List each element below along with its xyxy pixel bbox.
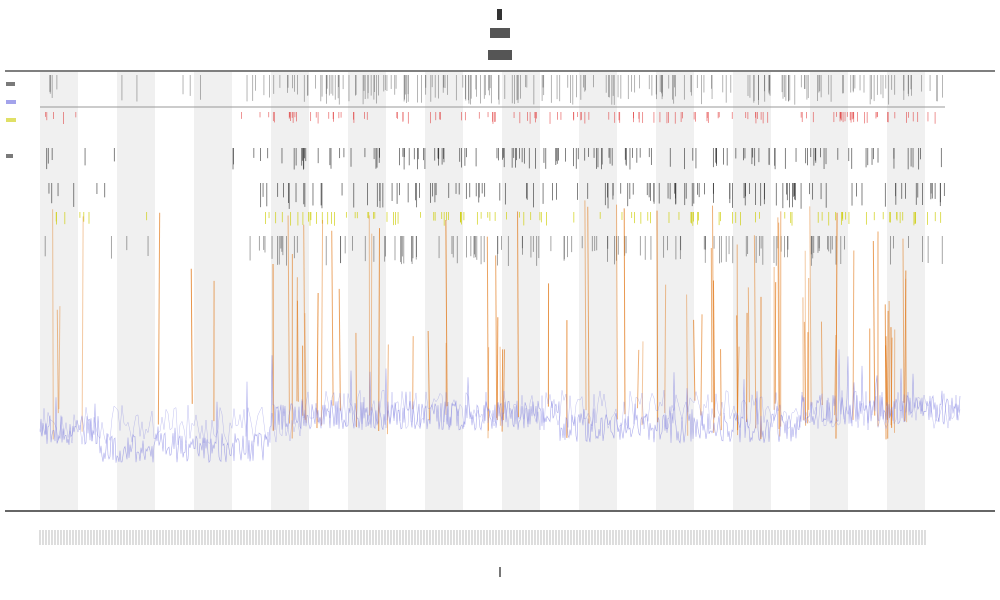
- spike-mark: [890, 337, 893, 426]
- background-band: [502, 72, 540, 510]
- spike-mark: [623, 208, 626, 415]
- spike-mark: [872, 240, 876, 416]
- background-band: [194, 72, 232, 510]
- legend-swatch: [6, 118, 16, 122]
- spike-mark: [331, 230, 334, 406]
- event-tick-rows: [44, 75, 945, 266]
- spike-mark: [427, 330, 430, 421]
- spike-mark: [656, 210, 659, 423]
- spike-mark: [835, 212, 838, 439]
- spike-mark: [904, 270, 907, 422]
- spike-mark: [890, 327, 893, 428]
- background-band: [425, 72, 463, 510]
- spike-mark: [355, 332, 357, 428]
- background-band: [348, 72, 386, 510]
- spike-mark: [774, 282, 777, 404]
- spike-mark: [710, 247, 713, 403]
- spike-mark: [664, 284, 667, 414]
- spike-mark: [495, 255, 498, 418]
- spike-mark: [852, 250, 855, 420]
- background-band: [117, 72, 155, 510]
- spike-mark: [496, 317, 499, 421]
- spike-mark: [81, 216, 84, 432]
- legend-swatch: [6, 154, 13, 158]
- spike-mark: [686, 294, 689, 436]
- subtitle-mark-1: [490, 28, 510, 38]
- legend-swatch: [6, 100, 16, 104]
- spike-mark: [338, 288, 341, 411]
- spike-mark: [296, 300, 299, 402]
- background-bands: [40, 72, 925, 510]
- spike-mark: [747, 287, 750, 403]
- spike-mark: [641, 341, 644, 426]
- title-block: [488, 9, 512, 60]
- spike-mark: [720, 349, 722, 431]
- spike-mark: [370, 233, 373, 411]
- spike-mark: [902, 238, 905, 403]
- spike-mark: [52, 209, 54, 440]
- spike-mark: [486, 236, 489, 431]
- title-mark: [497, 9, 502, 20]
- spike-mark: [58, 306, 61, 410]
- spike-mark: [445, 219, 448, 407]
- spike-mark: [412, 336, 414, 410]
- spike-mark: [287, 215, 290, 424]
- spike-mark: [777, 217, 780, 430]
- spike-mark: [190, 268, 193, 404]
- spike-mark: [700, 314, 703, 416]
- spike-mark: [737, 346, 740, 413]
- background-band: [40, 72, 78, 510]
- spike-mark: [736, 315, 739, 431]
- x-tick-labels: [39, 530, 926, 545]
- spike-mark: [712, 205, 715, 433]
- spike-mark: [809, 206, 812, 406]
- spike-mark: [56, 309, 59, 414]
- trace-line: [39, 389, 961, 445]
- spike-mark: [502, 349, 505, 421]
- spike-mark: [885, 345, 888, 406]
- spike-mark: [712, 280, 716, 418]
- x-axis-label-mark: [499, 567, 501, 577]
- legend: [6, 82, 16, 158]
- spike-mark: [616, 204, 618, 420]
- spike-mark: [693, 319, 696, 401]
- spike-mark: [378, 228, 381, 432]
- legend-swatch: [6, 82, 15, 86]
- spike-mark: [778, 222, 781, 437]
- background-band: [271, 72, 309, 510]
- subtitle-mark-2: [488, 50, 512, 60]
- spike-series: [52, 200, 908, 440]
- background-band: [579, 72, 617, 510]
- spike-mark: [304, 313, 307, 423]
- background-band: [733, 72, 771, 510]
- spike-mark: [820, 321, 823, 405]
- trace-series: [39, 349, 961, 464]
- spike-mark: [517, 211, 519, 418]
- spike-mark: [487, 347, 490, 439]
- spike-mark: [753, 235, 757, 429]
- spike-mark: [386, 344, 389, 435]
- spike-mark: [587, 206, 590, 424]
- spike-mark: [636, 349, 640, 409]
- trace-line: [39, 349, 961, 464]
- spike-mark: [303, 224, 306, 420]
- background-band: [656, 72, 694, 510]
- spike-mark: [584, 200, 587, 411]
- spike-mark: [157, 212, 161, 425]
- background-band: [810, 72, 848, 510]
- spike-mark: [320, 219, 324, 426]
- spike-mark: [803, 321, 807, 426]
- spike-mark: [316, 292, 319, 429]
- spike-mark: [834, 335, 837, 416]
